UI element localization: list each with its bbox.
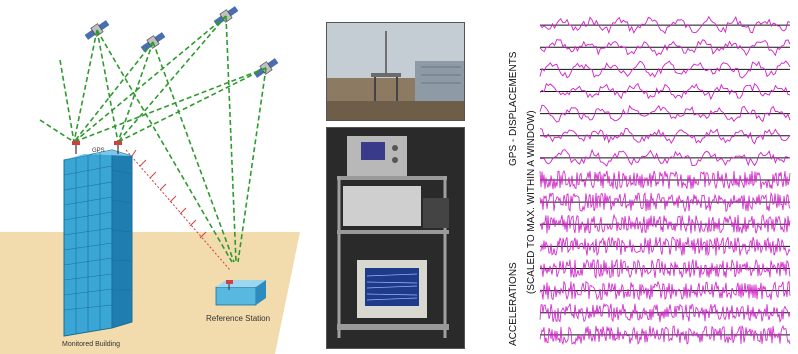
monitored-building xyxy=(63,149,133,337)
gps-displacements-label: GPS - DISPLACEMENTS xyxy=(508,51,519,166)
gps-displacement-trace xyxy=(539,148,791,167)
gps-monitoring-diagram: GPS Reference Station Monitored Building xyxy=(0,6,300,354)
reference-station-label: Reference Station xyxy=(206,314,270,323)
acceleration-trace xyxy=(539,302,791,323)
acceleration-trace xyxy=(539,236,791,257)
acceleration-trace xyxy=(539,258,791,279)
acceleration-trace xyxy=(539,325,791,346)
equipment-cart-photo xyxy=(326,127,465,349)
gps-displacement-trace xyxy=(539,60,791,79)
acceleration-trace xyxy=(539,213,791,234)
gps-displacement-trace xyxy=(539,82,791,101)
accelerations-label: ACCELERATIONS xyxy=(508,262,519,346)
gps-displacement-trace xyxy=(539,127,791,145)
monitored-building-label: Monitored Building xyxy=(62,341,120,348)
gps-displacement-trace xyxy=(539,104,791,123)
gps-antenna-icon xyxy=(72,141,80,154)
radio-link xyxy=(125,149,231,271)
gps-antenna-icon xyxy=(114,141,122,154)
gps-displacement-trace xyxy=(539,15,791,35)
scaled-to-max-label: (SCALED TO MAX. WITHIN A WINDOW) xyxy=(526,110,537,294)
satellite-links xyxy=(39,15,267,263)
trace-panel: GPS - DISPLACEMENTS (SCALED TO MAX. WITH… xyxy=(508,15,791,346)
gps-displacement-trace xyxy=(539,39,791,57)
acceleration-trace xyxy=(539,191,791,213)
acceleration-trace xyxy=(539,280,791,301)
reference-station-icon xyxy=(215,280,266,306)
trace-rows xyxy=(539,15,791,346)
acceleration-trace xyxy=(539,170,791,191)
rooftop-antenna-photo xyxy=(326,22,465,121)
rover-label: GPS xyxy=(92,148,105,154)
